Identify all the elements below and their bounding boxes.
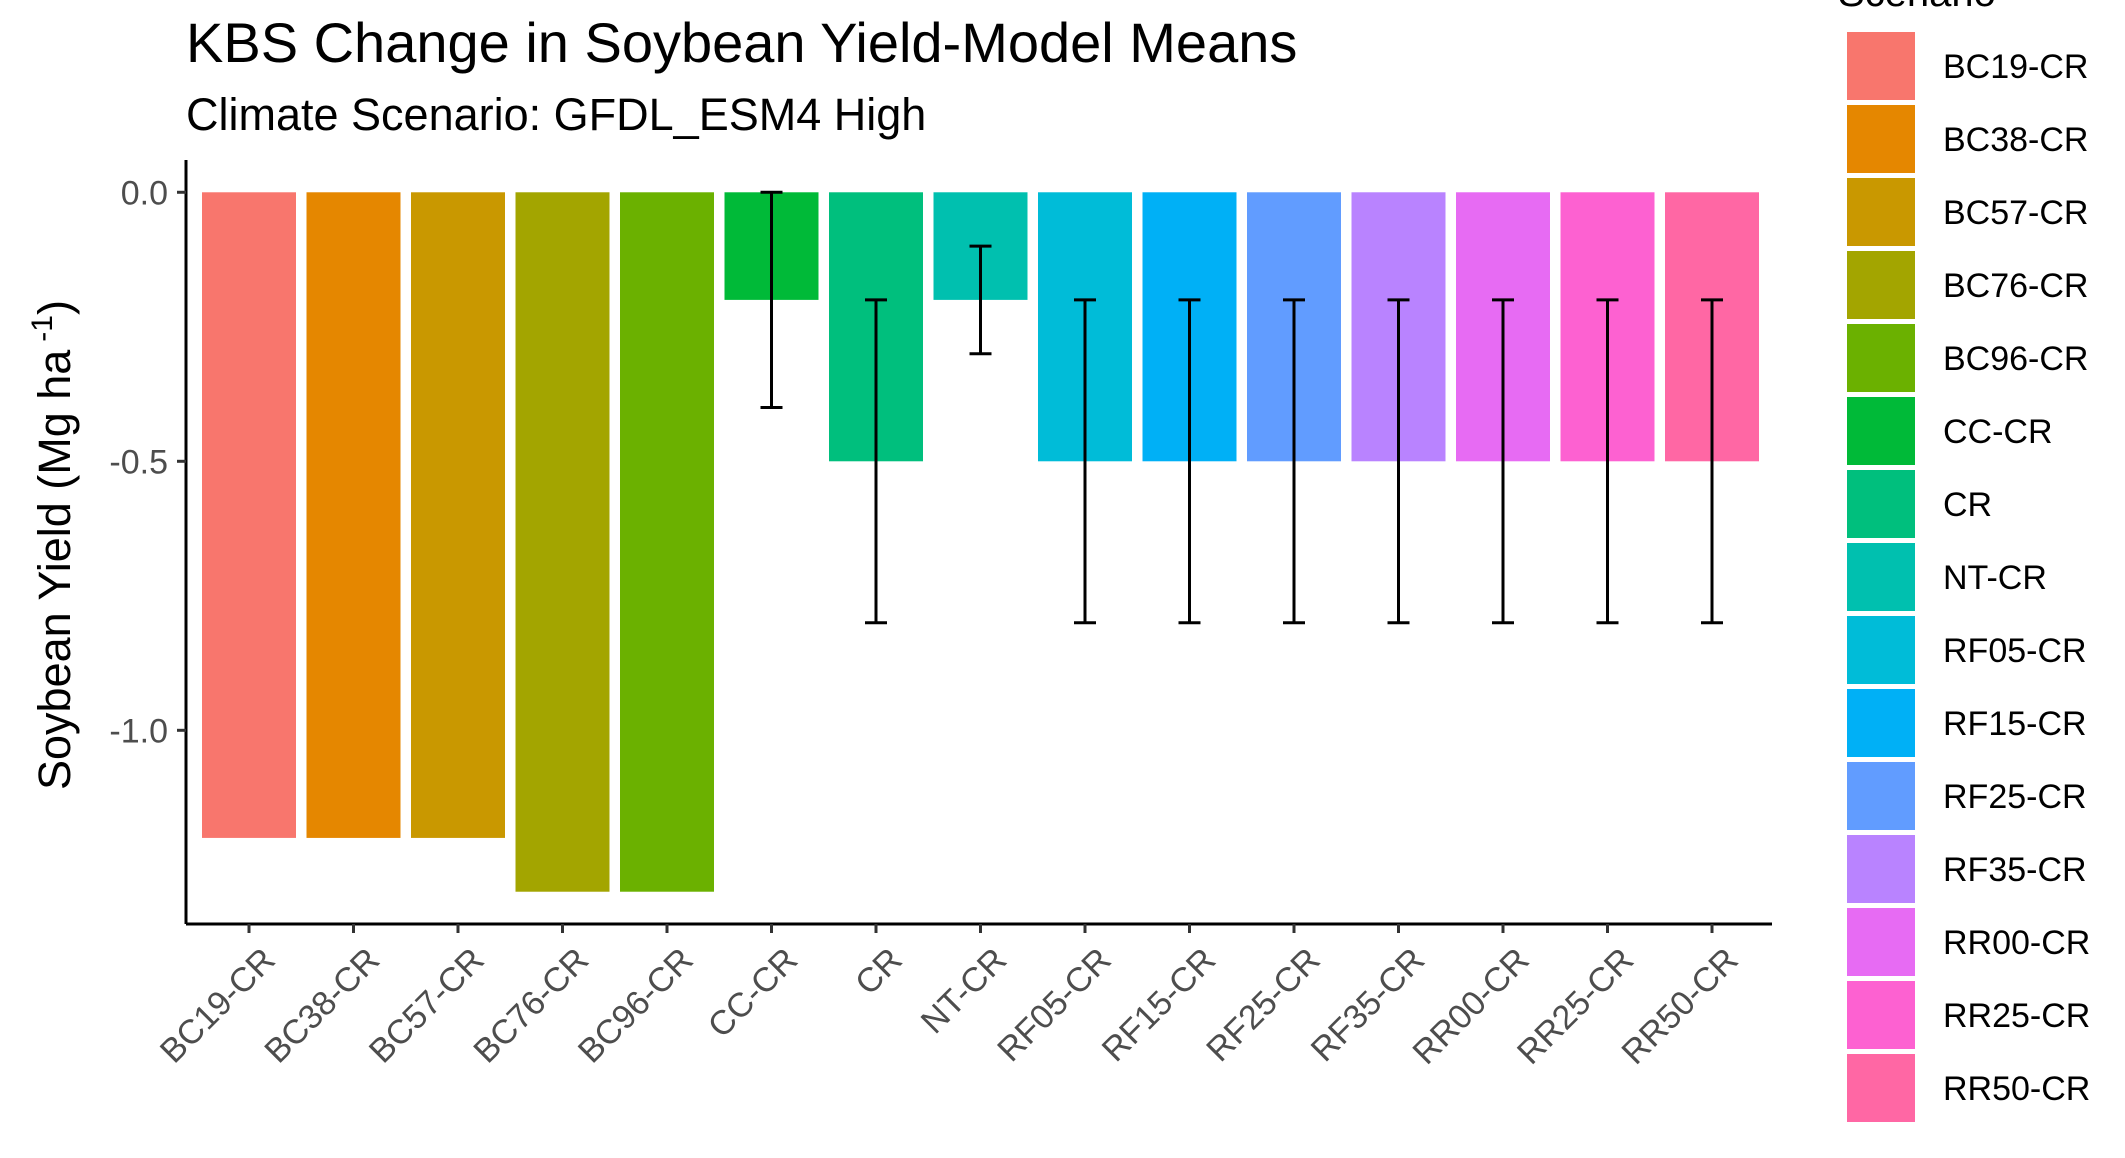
legend-label: RF35-CR [1943,851,2087,889]
legend-key [1847,835,1915,903]
legend-key [1847,543,1915,611]
legend-key [1847,981,1915,1049]
error-bar-cr [865,298,887,625]
legend-key [1847,762,1915,830]
x-tick-label: BC76-CR [466,941,596,1071]
legend-item-bc38-cr: BC38-CR [1847,105,2088,173]
legend-label: BC76-CR [1943,267,2088,305]
legend-item-rf25-cr: RF25-CR [1847,762,2087,830]
chart-subtitle: Climate Scenario: GFDL_ESM4 High [186,89,926,140]
legend-key [1847,616,1915,684]
bar-bc19-cr [202,192,296,838]
legend-key [1847,908,1915,976]
legend-item-rr25-cr: RR25-CR [1847,981,2090,1049]
x-tick-label: RF15-CR [1095,941,1223,1069]
bar-bc57-cr [411,192,505,838]
legend-item-bc96-cr: BC96-CR [1847,324,2088,392]
x-tick-label: BC57-CR [362,941,492,1071]
x-tick-label: BC96-CR [571,941,701,1071]
x-tick-label: BC38-CR [257,941,387,1071]
bar-bc38-cr [306,192,401,838]
y-axis-title-superscript: -1 [26,315,59,342]
legend-key [1847,689,1915,757]
legend-label: BC38-CR [1943,121,2088,159]
legend-key [1847,32,1915,100]
legend-key [1847,324,1915,392]
bar-bc96-cr [620,192,714,892]
error-bar-rf25-cr [1283,298,1305,625]
legend-label: RF05-CR [1943,632,2087,670]
legend-label: RR00-CR [1943,924,2090,962]
legend-item-rr00-cr: RR00-CR [1847,908,2090,976]
legend-label: BC19-CR [1943,48,2088,86]
legend-item-rf15-cr: RF15-CR [1847,689,2087,757]
chart-title: KBS Change in Soybean Yield-Model Means [186,11,1297,74]
x-tick-label: NT-CR [914,941,1014,1041]
legend-item-rf35-cr: RF35-CR [1847,835,2087,903]
error-bar-rr00-cr [1492,298,1514,625]
legend-label: BC96-CR [1943,340,2088,378]
x-tick-label: RF25-CR [1199,941,1327,1069]
legend-item-rr50-cr: RR50-CR [1847,1054,2090,1122]
plot-area: 0.0 -0.5 -1.0 BC19-CRBC38-CRBC57-CRBC76-CRB… [109,160,1772,1072]
x-tick-label: CC-CR [701,941,805,1045]
y-axis-title-suffix: ) [29,300,80,315]
error-bar-rf05-cr [1074,298,1096,625]
legend-label: CR [1943,486,1992,524]
legend-item-bc57-cr: BC57-CR [1847,178,2088,246]
legend-key [1847,105,1915,173]
y-tick-label: -0.5 [109,443,168,481]
error-bar-rf15-cr [1178,298,1201,625]
legend-label: RF25-CR [1943,778,2087,816]
legend-item-cc-cr: CC-CR [1847,397,2053,465]
x-tick-label: CR [848,941,910,1003]
legend-key [1847,251,1915,319]
legend-key [1847,397,1915,465]
y-axis-title: Soybean Yield (Mg ha -1) [26,300,80,790]
legend-label: RR50-CR [1943,1070,2090,1108]
x-tick-label: RR50-CR [1615,941,1746,1072]
y-tick-label: 0.0 [121,174,168,212]
legend-label: RR25-CR [1943,997,2090,1035]
legend-item-bc19-cr: BC19-CR [1847,32,2088,100]
legend-item-cr: CR [1847,470,1992,538]
error-bar-cc-cr [760,190,783,409]
error-bar-rr50-cr [1701,298,1723,625]
error-bar-nt-cr [969,244,992,356]
legend-item-nt-cr: NT-CR [1847,543,2047,611]
error-bar-rr25-cr [1596,298,1619,625]
error-bar-rf35-cr [1387,298,1410,625]
legend: Scenario BC19-CR BC38-CR BC57-CR BC76-CR BC9… [1838,0,2090,1122]
legend-key [1847,1054,1915,1122]
legend-key [1847,178,1915,246]
x-tick-label: RF05-CR [990,941,1118,1069]
legend-label: BC57-CR [1943,194,2088,232]
y-axis-title-main: Soybean Yield (Mg ha [29,349,80,790]
legend-item-rf05-cr: RF05-CR [1847,616,2087,684]
legend-title: Scenario [1838,0,1996,15]
bar-bc76-cr [515,192,610,892]
legend-label: NT-CR [1943,559,2047,597]
legend-label: CC-CR [1943,413,2053,451]
y-tick-label: -1.0 [109,712,168,750]
x-tick-label: BC19-CR [153,941,283,1071]
legend-item-bc76-cr: BC76-CR [1847,251,2088,319]
legend-label: RF15-CR [1943,705,2087,743]
legend-key [1847,470,1915,538]
